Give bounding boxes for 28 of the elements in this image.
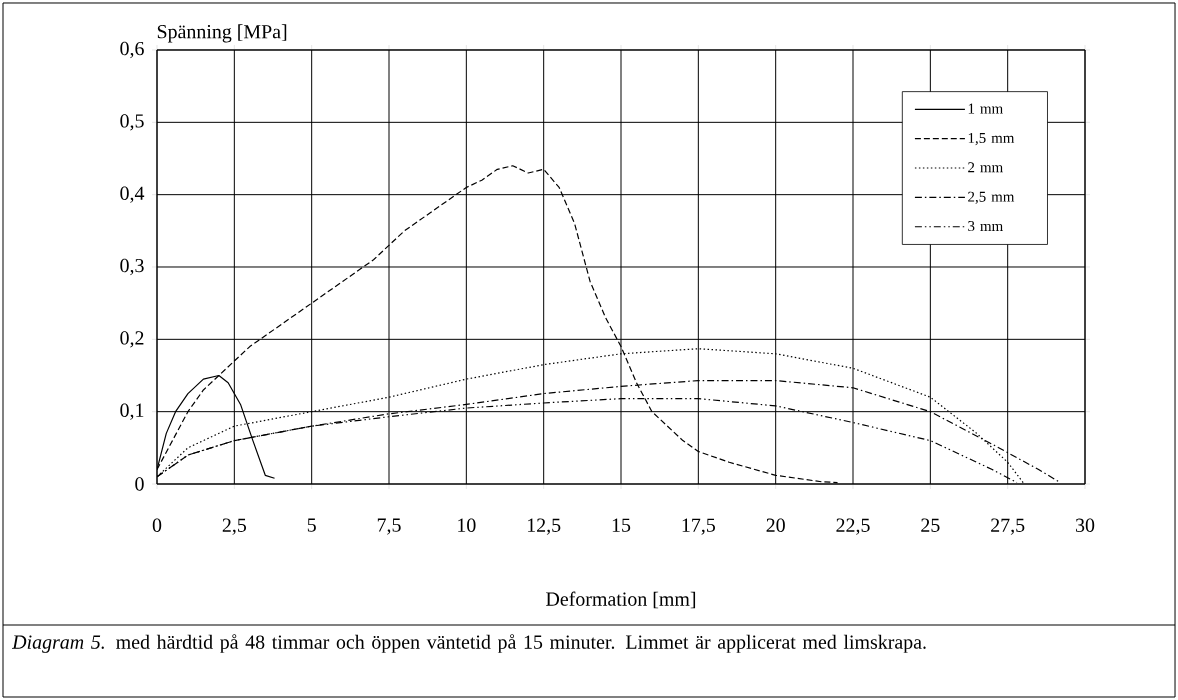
y-tick-label: 0,5 [120,114,144,131]
x-tick-label: 22,5 [836,518,870,535]
x-tick-label: 25 [921,518,940,532]
legend-label: 1,5 mm [968,132,1015,146]
legend-label: 1 mm [968,103,1003,114]
y-tick-label: 0,2 [120,331,144,348]
x-tick-label: 12,5 [527,518,561,535]
x-tick-label: 0 [152,518,162,532]
y-axis-title: Spänning [MPa] [157,24,287,43]
x-tick-label: 30 [1076,518,1095,532]
y-tick-label: 0,3 [120,258,144,276]
x-tick-label: 17,5 [682,518,715,535]
y-tick-label: 0,1 [120,403,144,420]
legend-label: 3 mm [968,221,1003,232]
y-tick-label: 0 [135,477,144,491]
y-tick-label: 0,6 [120,41,144,59]
x-tick-label: 27,5 [991,518,1025,535]
x-tick-label: 5 [307,518,316,532]
y-tick-label: 0,4 [120,186,145,203]
text: Diagram 5. med härdtid på 48 timmar och öppen väntetid på 15 minuter. Limmet är applicerat med limskrapa. [11,634,926,653]
legend-label: 2 mm [968,162,1003,173]
x-axis-title: Deformation [mm] [546,591,696,609]
x-tick-label: 7,5 [377,518,401,535]
x-tick-label: 15 [612,518,631,532]
x-tick-label: 20 [766,518,785,532]
x-tick-label: 10 [458,518,476,532]
legend-label: 2,5 mm [968,191,1015,204]
x-tick-label: 2,5 [222,518,247,535]
